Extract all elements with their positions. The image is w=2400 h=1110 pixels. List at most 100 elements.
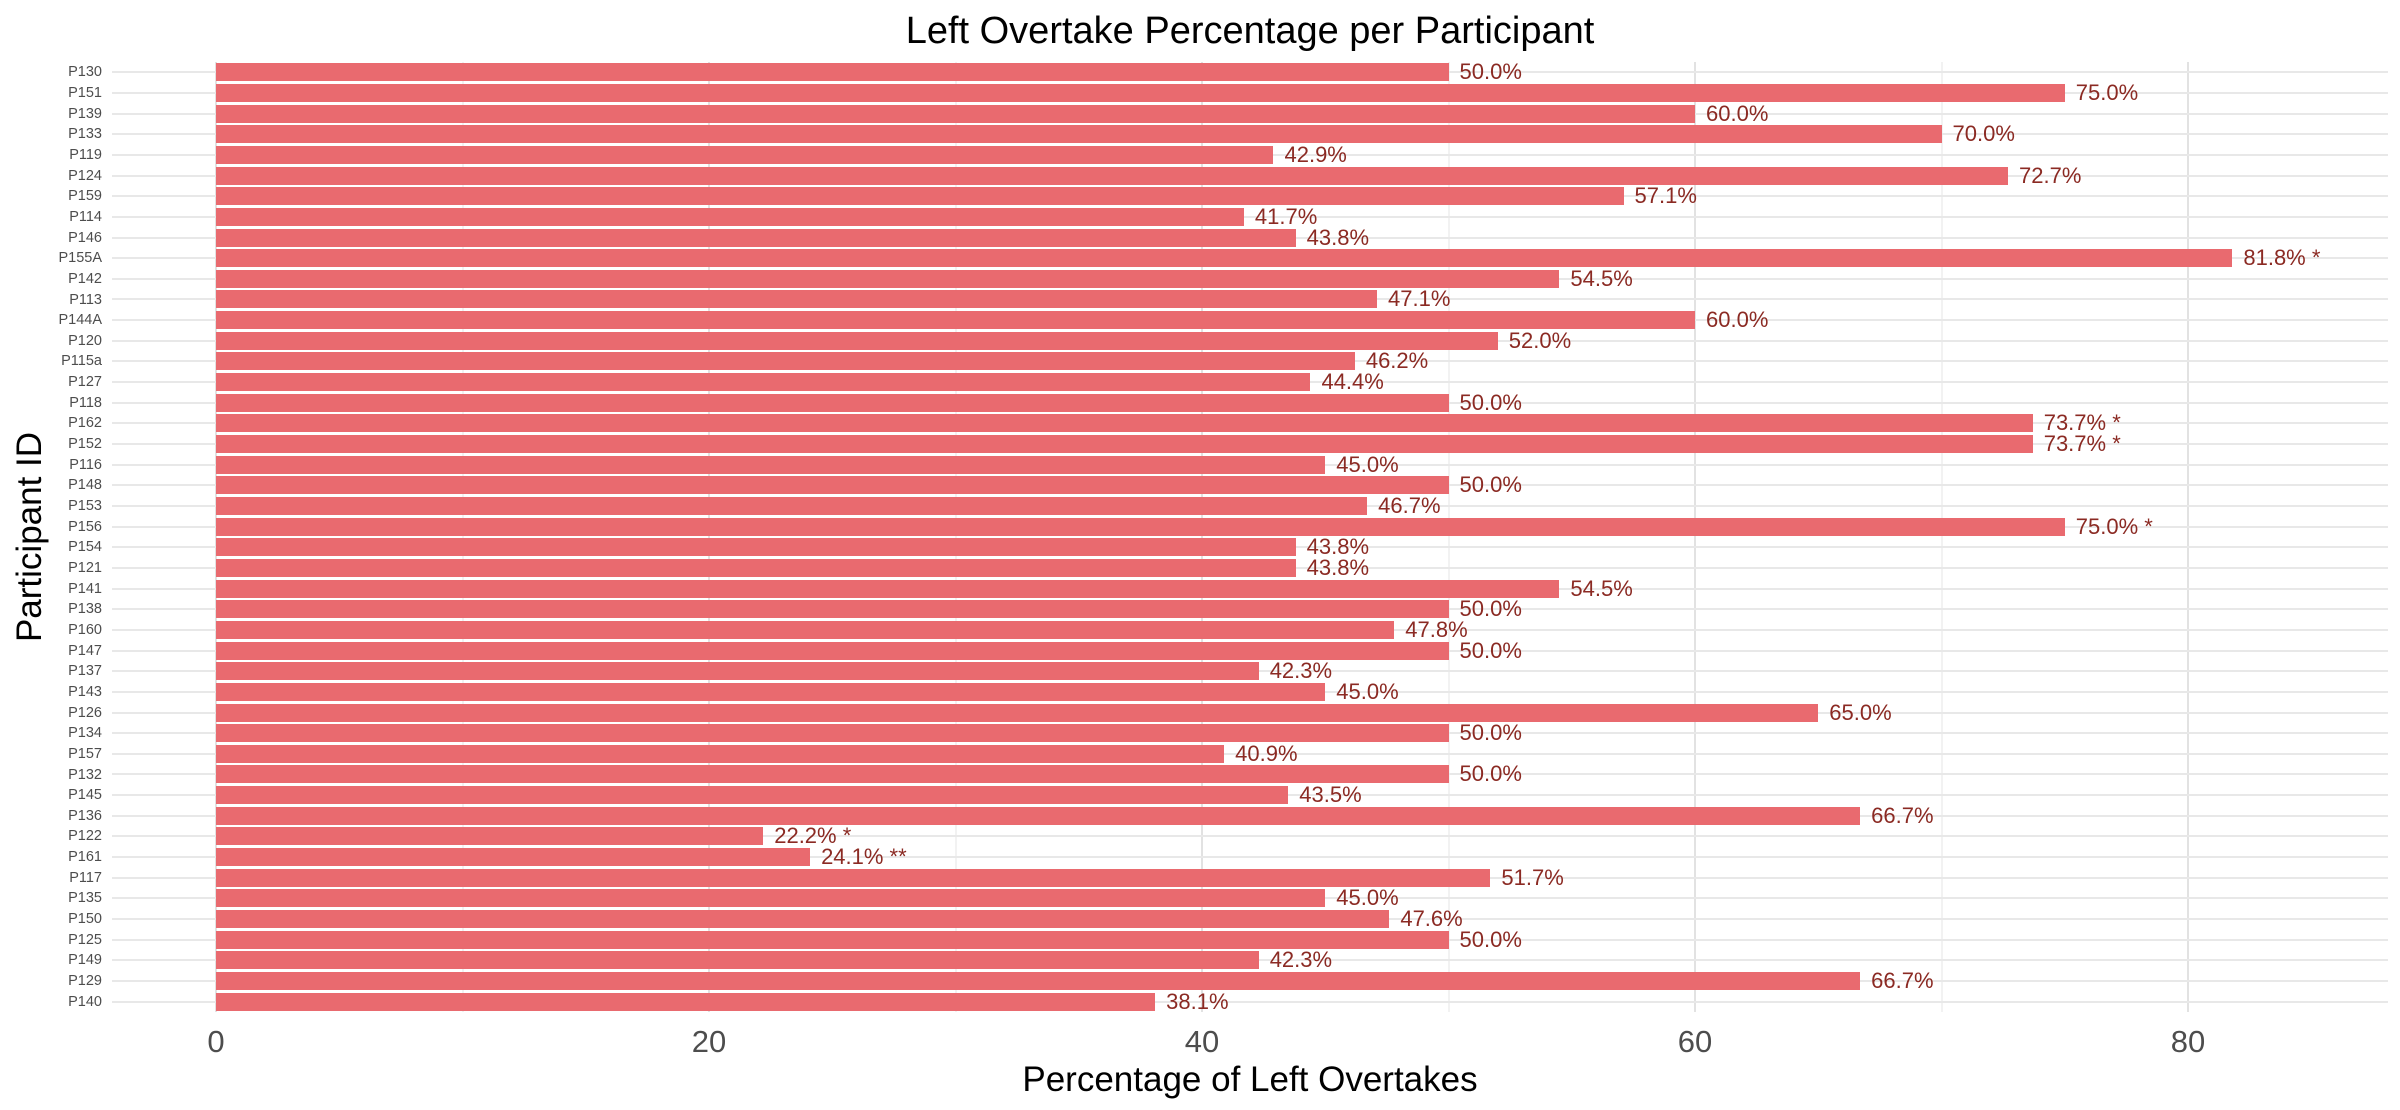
bar	[216, 455, 1326, 474]
bar	[216, 352, 1355, 371]
bar-value-label: 47.1%	[1388, 286, 1451, 312]
bar	[216, 910, 1390, 929]
bar	[216, 497, 1368, 515]
chart-row: 24.1% **	[112, 844, 2388, 870]
y-axis-label: P121	[68, 559, 102, 576]
chart-row: 50.0%	[112, 59, 2388, 85]
y-axis-label: P159	[68, 187, 102, 204]
bar	[216, 662, 1259, 681]
y-axis-label: P156	[68, 518, 102, 535]
chart-row: 46.7%	[112, 495, 2388, 517]
y-axis-label: P126	[68, 704, 102, 721]
gridline-minor	[1447, 62, 1450, 1012]
y-axis-label: P136	[68, 807, 102, 824]
chart-row: 44.4%	[112, 369, 2388, 395]
y-axis-label: P142	[68, 270, 102, 287]
bar-value-label: 60.0%	[1706, 307, 1769, 333]
y-axis-label: P125	[68, 931, 102, 948]
chart-row: 45.0%	[112, 680, 2388, 702]
chart-row: 73.7% *	[112, 433, 2388, 455]
chart-row: 54.5%	[112, 267, 2388, 289]
bar-value-label: 81.8% *	[2243, 245, 2321, 271]
y-axis-label: P161	[68, 848, 102, 865]
x-axis-title: Percentage of Left Overtakes	[1022, 1060, 1478, 1099]
bar	[216, 125, 1942, 144]
chart-row: 42.3%	[112, 949, 2388, 971]
bar-value-label: 50.0%	[1459, 59, 1522, 85]
bar	[216, 620, 1395, 639]
bar	[216, 992, 1156, 1011]
bar	[216, 765, 1449, 784]
bar-value-label: 24.1% **	[821, 844, 907, 870]
y-axis-label: P113	[69, 291, 102, 308]
bar-value-label: 73.7% *	[2043, 410, 2121, 436]
bar-value-label: 50.0%	[1459, 720, 1522, 746]
x-axis-tick-label: 60	[1677, 1024, 1713, 1059]
bar-value-label: 45.0%	[1336, 451, 1399, 477]
bar	[216, 724, 1449, 743]
bar	[216, 889, 1326, 908]
gridline-major	[1201, 62, 1203, 1012]
bar-value-label: 44.4%	[1321, 369, 1384, 395]
bar	[216, 166, 2009, 185]
bar-value-label: 54.5%	[1570, 575, 1633, 601]
bar-value-label: 50.0%	[1459, 389, 1522, 415]
y-axis-label: P115a	[61, 353, 102, 370]
bar-value-label: 42.9%	[1284, 141, 1347, 167]
y-axis-label: P129	[68, 972, 102, 989]
bar-value-label: 50.0%	[1459, 761, 1522, 787]
y-axis-label: P157	[68, 745, 102, 762]
chart-row: 42.3%	[112, 658, 2388, 684]
chart-row: 52.0%	[112, 329, 2388, 351]
bar-value-label: 50.0%	[1459, 472, 1522, 498]
chart-title: Left Overtake Percentage per Participant	[905, 10, 1595, 52]
chart-row: 40.9%	[112, 742, 2388, 764]
y-axis-label: P114	[69, 208, 102, 225]
y-axis-labels: P130 P151 P139 P133 P119 P124 P159 P114 P146 P155…	[0, 62, 102, 1012]
chart-row: 38.1%	[112, 990, 2388, 1012]
chart-row: 81.8% *	[112, 245, 2388, 271]
y-axis-label: P151	[68, 84, 102, 101]
bar	[216, 414, 2033, 433]
chart-row: 43.5%	[112, 784, 2388, 806]
bar	[216, 435, 2033, 454]
chart-row: 42.9%	[112, 141, 2388, 167]
bar-value-label: 60.0%	[1706, 100, 1769, 126]
bar	[216, 187, 1624, 206]
bar	[216, 104, 1695, 123]
y-axis-label: P117	[69, 869, 102, 886]
chart-row: 50.0%	[112, 389, 2388, 415]
bar-value-label: 43.8%	[1306, 534, 1370, 560]
chart-row: 73.7% *	[112, 410, 2388, 436]
x-axis-tick-label: 40	[1184, 1024, 1220, 1059]
gridline-minor	[954, 62, 957, 1012]
bar	[216, 393, 1449, 412]
bar	[216, 373, 1311, 392]
x-axis-tick-label: 0	[207, 1024, 225, 1059]
y-axis-label: P146	[68, 229, 102, 246]
y-axis-label: P150	[68, 910, 102, 927]
y-axis-label: P135	[68, 890, 102, 907]
row-gridline	[112, 752, 2388, 755]
y-axis-label: P149	[68, 952, 102, 969]
bar	[216, 538, 1296, 557]
y-axis-label: P140	[68, 993, 102, 1010]
bar-value-label: 42.3%	[1269, 658, 1333, 684]
y-axis-label: P162	[68, 415, 102, 432]
y-axis-label: P130	[68, 64, 102, 81]
chart-row: 54.5%	[112, 575, 2388, 601]
bar	[216, 848, 811, 867]
bar	[216, 579, 1560, 598]
bar	[216, 868, 1491, 887]
chart-row: 43.8%	[112, 556, 2388, 578]
bar	[216, 972, 1861, 990]
y-axis-label: P139	[68, 105, 102, 122]
y-axis-label: P148	[68, 477, 102, 494]
chart-row: 46.2%	[112, 350, 2388, 372]
bar	[216, 290, 1377, 309]
bar	[216, 331, 1498, 350]
bar-value-label: 45.0%	[1336, 885, 1399, 911]
bar-value-label: 57.1%	[1634, 183, 1697, 209]
y-axis-label: P134	[68, 724, 102, 741]
chart-row: 50.0%	[112, 598, 2388, 620]
